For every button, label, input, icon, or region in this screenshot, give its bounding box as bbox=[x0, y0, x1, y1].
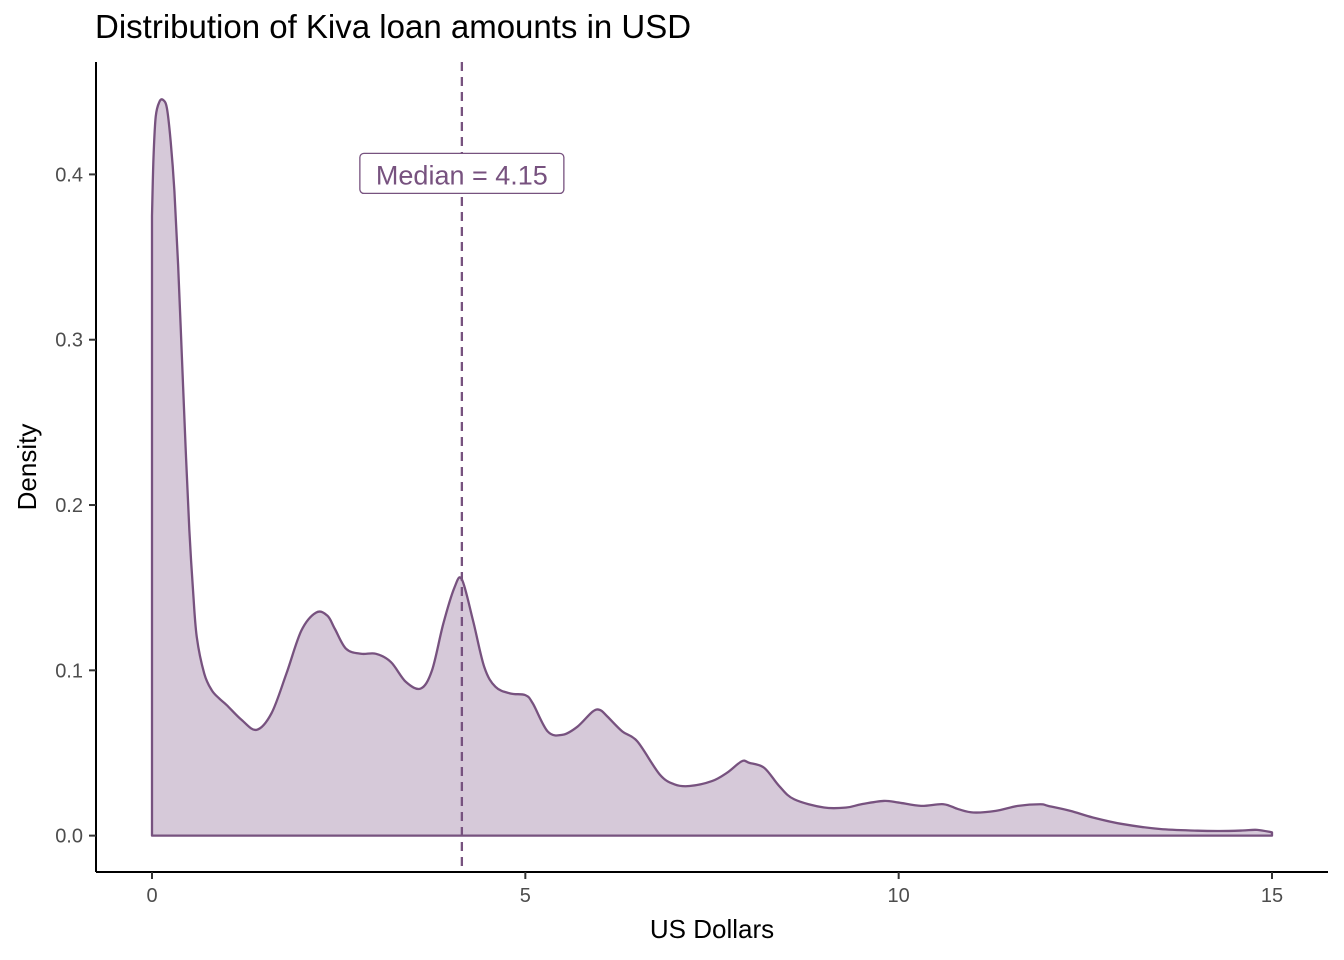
density-line bbox=[150, 98, 1274, 837]
y-tick-label: 0.4 bbox=[55, 164, 83, 186]
median-annotation: Median = 4.15 bbox=[359, 152, 565, 195]
plot-area: Median = 4.15 bbox=[150, 62, 1274, 872]
x-tick-label: 5 bbox=[520, 885, 531, 907]
x-tick-label: 10 bbox=[888, 885, 910, 907]
x-tick-label: 0 bbox=[146, 885, 157, 907]
y-tick-label: 0.0 bbox=[55, 826, 83, 848]
x-axis-ticks: 0 5 10 15 bbox=[146, 872, 1283, 907]
median-annotation-text: Median = 4.15 bbox=[376, 160, 548, 190]
y-tick-label: 0.1 bbox=[55, 660, 83, 682]
y-axis-ticks: 0.0 0.1 0.2 0.3 0.4 bbox=[55, 164, 96, 848]
chart-title: Distribution of Kiva loan amounts in USD bbox=[95, 8, 691, 45]
x-axis-label: US Dollars bbox=[650, 914, 774, 944]
median-annotation-box bbox=[359, 152, 565, 195]
x-tick-label: 15 bbox=[1261, 885, 1283, 907]
axes: 0 5 10 15 0.0 0.1 0.2 0.3 0.4 bbox=[55, 62, 1328, 907]
y-tick-label: 0.2 bbox=[55, 495, 83, 517]
density-area bbox=[152, 99, 1272, 836]
y-axis-label: Density bbox=[12, 424, 42, 511]
y-tick-label: 0.3 bbox=[55, 330, 83, 352]
